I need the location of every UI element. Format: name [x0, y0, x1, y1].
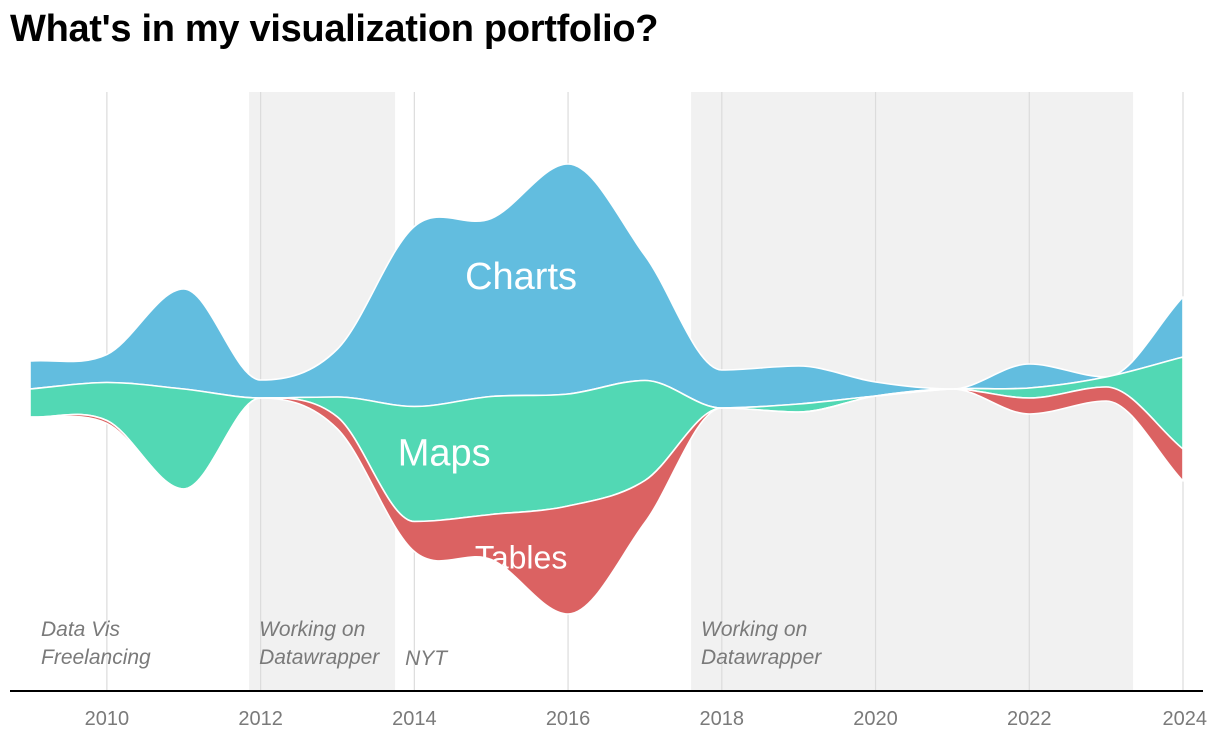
period-label-1-line-0: Working on — [259, 618, 365, 641]
period-label-0-line-0: Data Vis — [41, 618, 120, 641]
series-label-maps: Maps — [398, 433, 491, 475]
period-label-0-line-1: Freelancing — [41, 646, 151, 669]
x-tick-label-2018: 2018 — [700, 708, 745, 730]
period-label-3-line-1: Datawrapper — [701, 646, 822, 669]
x-tick-label-2012: 2012 — [238, 708, 283, 730]
x-tick-label-2020: 2020 — [853, 708, 898, 730]
area-tables — [29, 386, 1184, 615]
x-axis: 2010 2012 2014 2016 2018 2020 2022 2024 — [10, 690, 1208, 730]
series-label-charts: Charts — [465, 256, 577, 298]
period-label-1-line-1: Datawrapper — [259, 646, 380, 669]
x-tick-label-2024: 2024 — [1163, 708, 1208, 730]
x-tick-label-2010: 2010 — [85, 708, 130, 730]
series-labels: Charts Maps Tables — [398, 256, 577, 575]
x-tick-label-2014: 2014 — [392, 708, 437, 730]
stream-areas — [29, 163, 1184, 615]
x-tick-label-2022: 2022 — [1007, 708, 1052, 730]
series-label-tables: Tables — [475, 539, 568, 575]
x-tick-label-2016: 2016 — [546, 708, 591, 730]
period-labels: Data Vis Freelancing Working on Datawrapper… — [41, 618, 822, 670]
chart-title: What's in my visualization portfolio? — [10, 8, 659, 50]
period-label-2-line-0: NYT — [405, 647, 449, 670]
period-label-3-line-0: Working on — [701, 618, 807, 641]
